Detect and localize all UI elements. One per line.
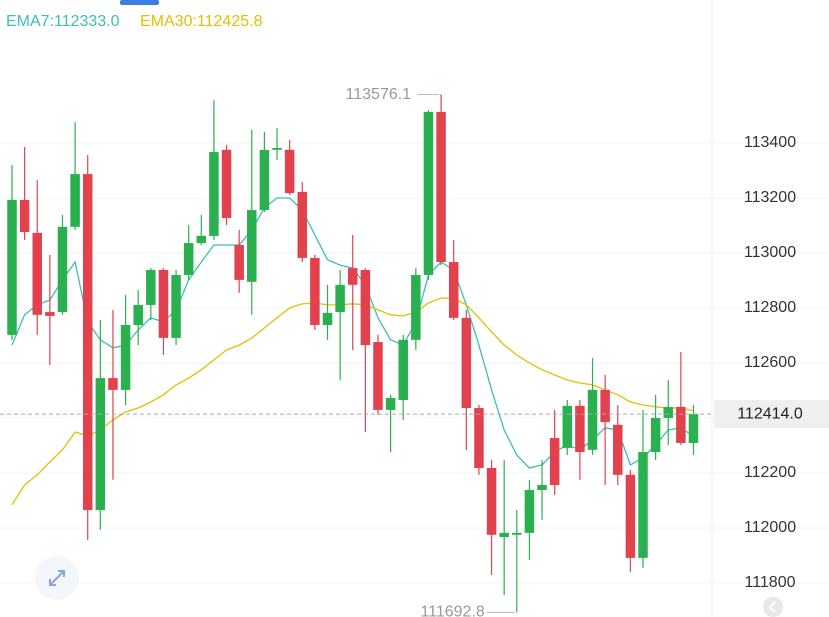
candle-body — [676, 406, 686, 443]
candle-body — [196, 235, 207, 244]
candle-body — [183, 243, 194, 275]
candle-body — [688, 414, 699, 443]
candle-body — [448, 262, 459, 318]
candle-body — [171, 274, 181, 338]
y-tick-label: 112800 — [744, 299, 796, 316]
candle-body — [549, 438, 560, 486]
candle-body — [474, 408, 484, 468]
candle-body — [373, 342, 383, 410]
candle-body — [587, 389, 598, 450]
candle-body — [57, 226, 68, 313]
candle-body — [133, 304, 143, 325]
candle-body — [247, 210, 257, 282]
y-tick-label: 113000 — [744, 244, 796, 261]
candle-body — [398, 339, 408, 401]
scroll-button-bg[interactable] — [763, 597, 783, 617]
candle-body — [284, 149, 295, 194]
candle-body — [259, 149, 270, 211]
candle-body — [461, 317, 472, 409]
candle-body — [423, 111, 434, 275]
candle-body — [436, 111, 446, 263]
candle-body — [411, 274, 421, 340]
low-marker-label: 111692.8 — [420, 604, 484, 617]
candle-body — [234, 244, 244, 280]
scroll-button[interactable] — [763, 597, 783, 617]
candle-body — [650, 417, 661, 453]
overlay: 112414.0 113576.1 111692.8 — [0, 86, 829, 617]
candle-body — [486, 467, 497, 535]
candle-body — [45, 312, 55, 316]
candle-body — [82, 174, 93, 511]
last-price-tag — [714, 400, 829, 429]
legend-entry: EMA30:112425.8 — [140, 13, 263, 30]
candle-body — [272, 147, 282, 150]
candle-body — [146, 270, 156, 305]
expand-button[interactable] — [35, 556, 79, 600]
candle-body — [499, 532, 509, 537]
y-tick-label: 112600 — [744, 354, 796, 371]
y-tick-label: 113200 — [744, 189, 796, 206]
candle-body — [385, 397, 396, 410]
candles — [7, 94, 699, 613]
candle-body — [322, 312, 333, 325]
tab-indicator — [120, 0, 159, 5]
candle-body — [158, 270, 169, 338]
candle-body — [209, 152, 219, 236]
candle-body — [7, 199, 17, 335]
y-tick-label: 112000 — [744, 519, 796, 536]
candle-body — [32, 232, 42, 315]
candle-body — [70, 174, 80, 227]
candle-body — [562, 405, 573, 448]
legend: EMA7:112333.0 EMA30:112425.8 — [6, 13, 263, 30]
last-price-label: 112414.0 — [737, 405, 803, 422]
candle-body — [297, 191, 308, 258]
legend-entry: EMA7:112333.0 — [6, 13, 120, 30]
candle-body — [360, 270, 371, 346]
candle-body — [625, 474, 636, 558]
expand-icon[interactable] — [49, 570, 65, 586]
candle-body — [575, 405, 585, 453]
candle-body — [663, 406, 673, 418]
candle-body — [19, 199, 30, 233]
y-tick-label: 113400 — [744, 134, 796, 151]
candle-body — [95, 378, 106, 511]
candle-body — [613, 424, 623, 475]
candle-body — [512, 532, 522, 535]
y-tick-label: 112200 — [744, 464, 796, 481]
candle-body — [108, 378, 118, 390]
y-tick-label: 111800 — [744, 574, 795, 591]
candle-body — [221, 149, 232, 219]
candle-body — [347, 268, 358, 285]
candle-body — [537, 485, 547, 490]
candle-body — [524, 489, 535, 533]
high-marker-label: 113576.1 — [346, 86, 412, 103]
candle-body — [600, 389, 610, 423]
scroll-icon[interactable] — [768, 601, 776, 613]
candle-body — [335, 284, 345, 313]
candle-body — [638, 452, 648, 558]
candle-body — [120, 324, 131, 390]
candle-body — [310, 257, 320, 325]
